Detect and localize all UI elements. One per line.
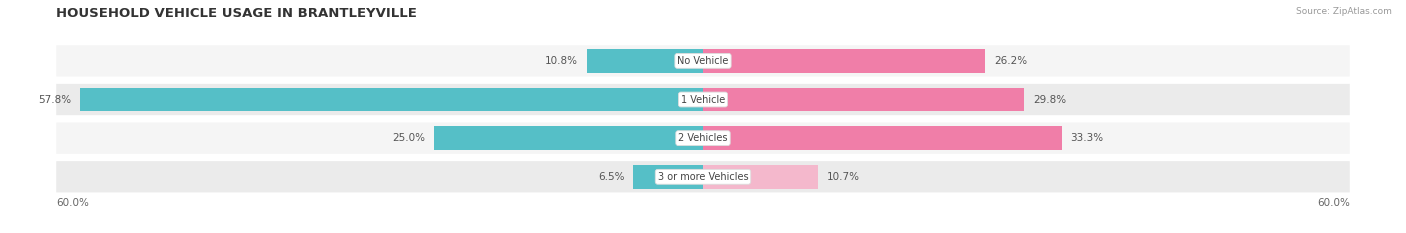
Bar [80,88,703,111]
Text: Source: ZipAtlas.com: Source: ZipAtlas.com [1296,7,1392,16]
Legend: Owner-occupied, Renter-occupied: Owner-occupied, Renter-occupied [583,232,823,233]
Bar [703,165,818,189]
Text: HOUSEHOLD VEHICLE USAGE IN BRANTLEYVILLE: HOUSEHOLD VEHICLE USAGE IN BRANTLEYVILLE [56,7,418,20]
Text: 26.2%: 26.2% [994,56,1028,66]
FancyBboxPatch shape [56,45,1350,76]
Text: No Vehicle: No Vehicle [678,56,728,66]
FancyBboxPatch shape [56,161,1350,192]
Text: 25.0%: 25.0% [392,133,425,143]
Text: 33.3%: 33.3% [1070,133,1104,143]
Text: 1 Vehicle: 1 Vehicle [681,95,725,105]
Text: 60.0%: 60.0% [56,198,89,208]
Bar [433,126,703,150]
FancyBboxPatch shape [56,123,1350,154]
Text: 2 Vehicles: 2 Vehicles [678,133,728,143]
Bar [633,165,703,189]
Text: 60.0%: 60.0% [1317,198,1350,208]
FancyBboxPatch shape [56,84,1350,115]
Text: 10.7%: 10.7% [827,172,860,182]
Text: 29.8%: 29.8% [1033,95,1066,105]
Text: 10.8%: 10.8% [546,56,578,66]
Text: 57.8%: 57.8% [38,95,72,105]
Text: 6.5%: 6.5% [598,172,624,182]
Bar [586,49,703,73]
Bar [703,88,1024,111]
Bar [703,126,1062,150]
Text: 3 or more Vehicles: 3 or more Vehicles [658,172,748,182]
Bar [703,49,986,73]
